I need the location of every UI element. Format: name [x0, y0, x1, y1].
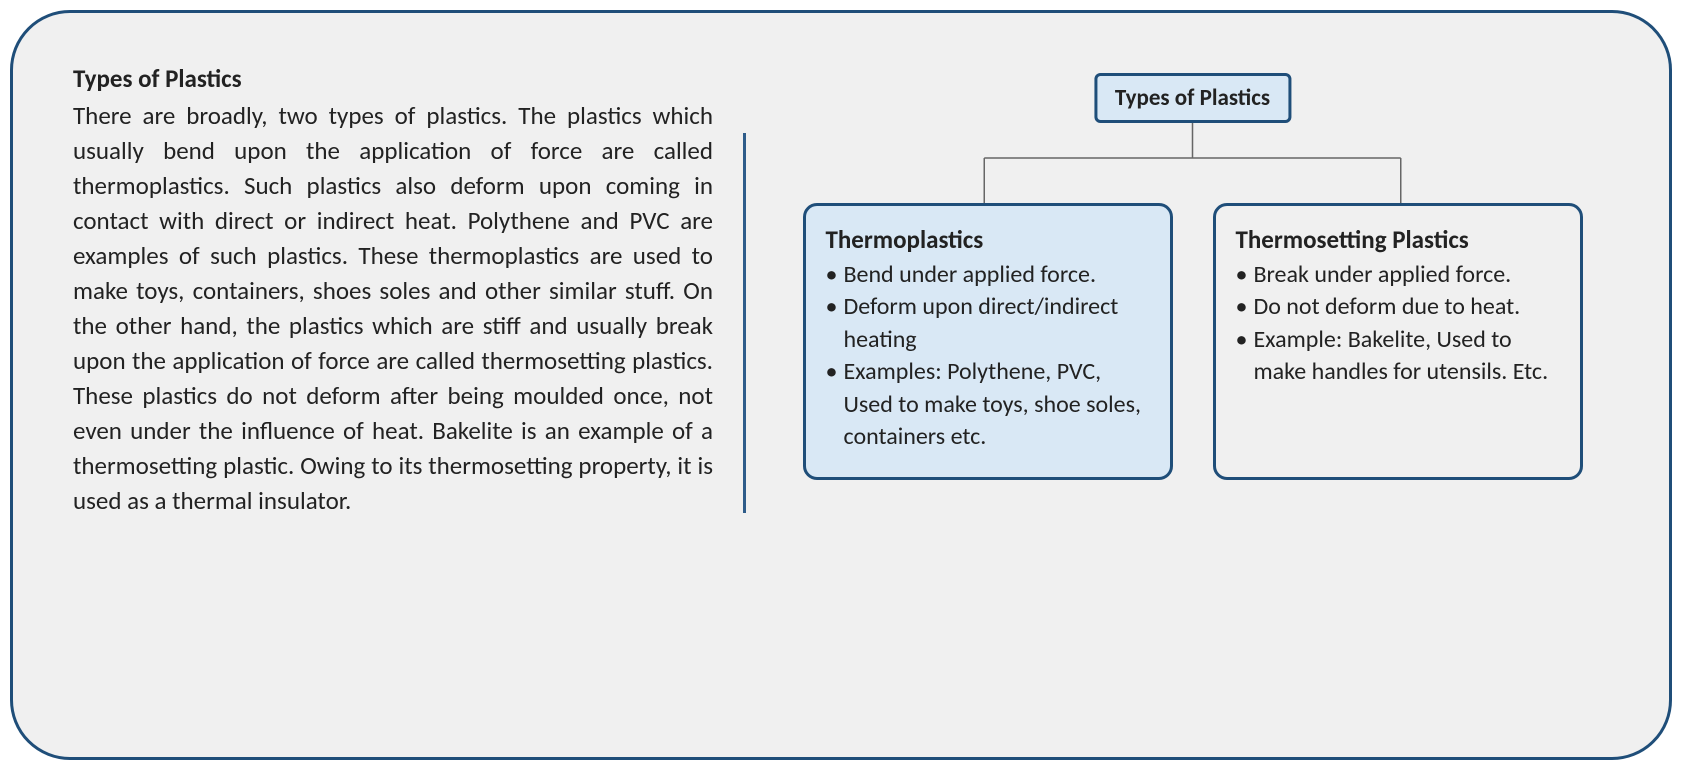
bullet-item: Examples: Polythene, PVC, Used to make t…: [826, 356, 1150, 453]
bullet-item: Do not deform due to heat.: [1236, 291, 1560, 323]
bullet-item: Deform upon direct/indirect heating: [826, 291, 1150, 356]
text-body: There are broadly, two types of plastics…: [73, 98, 713, 518]
bullet-item: Break under applied force.: [1236, 259, 1560, 291]
tree-root-label: Types of Plastics: [1115, 84, 1270, 112]
text-column: Types of Plastics There are broadly, two…: [73, 53, 713, 518]
tree-child-thermoplastics: Thermoplastics Bend under applied force.…: [803, 203, 1173, 480]
bullet-item: Example: Bakelite, Used to make handles …: [1236, 324, 1560, 389]
text-title: Types of Plastics: [73, 63, 713, 94]
child-bullets: Bend under applied force. Deform upon di…: [826, 259, 1150, 453]
info-panel: Types of Plastics There are broadly, two…: [10, 10, 1672, 760]
tree-children-row: Thermoplastics Bend under applied force.…: [776, 203, 1609, 480]
diagram-column: Types of Plastics Thermoplastics Bend un…: [776, 53, 1609, 73]
child-title: Thermoplastics: [826, 224, 1150, 255]
child-bullets: Break under applied force. Do not deform…: [1236, 259, 1560, 389]
child-title: Thermosetting Plastics: [1236, 224, 1560, 255]
tree-child-thermosetting: Thermosetting Plastics Break under appli…: [1213, 203, 1583, 480]
tree-root-box: Types of Plastics: [1094, 73, 1291, 123]
vertical-divider: [743, 133, 746, 513]
bullet-item: Bend under applied force.: [826, 259, 1150, 291]
